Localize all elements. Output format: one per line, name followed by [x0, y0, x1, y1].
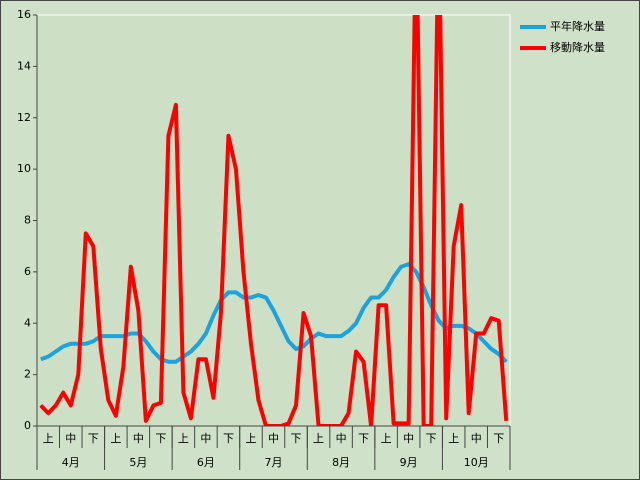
x-tick-label: 上: [448, 432, 459, 445]
x-group-label: 5月: [129, 456, 147, 469]
y-tick-label: 8: [24, 214, 31, 227]
legend-label: 移動降水量: [550, 40, 605, 54]
y-tick-label: 16: [17, 8, 31, 21]
y-tick-label: 0: [24, 419, 31, 432]
x-tick-label: 下: [426, 432, 437, 445]
x-tick-label: 下: [223, 432, 234, 445]
x-tick-label: 中: [268, 432, 279, 445]
x-tick-label: 上: [178, 432, 189, 445]
series-layer: [39, 15, 509, 426]
x-tick-label: 中: [200, 432, 211, 445]
x-tick-label: 下: [358, 432, 369, 445]
x-tick-label: 中: [403, 432, 414, 445]
x-tick-label: 中: [336, 432, 347, 445]
plot-area: [36, 14, 511, 427]
x-tick-label: 下: [493, 432, 504, 445]
x-group-label: 10月: [464, 456, 489, 469]
x-group-label: 4月: [62, 456, 80, 469]
x-tick-label: 上: [381, 432, 392, 445]
y-tick-label: 12: [17, 111, 31, 124]
x-tick-label: 中: [65, 432, 76, 445]
series-line: [40, 262, 508, 364]
x-tick-label: 中: [471, 432, 482, 445]
y-tick-label: 14: [17, 59, 31, 72]
y-tick-label: 6: [24, 265, 31, 278]
x-group-label: 9月: [400, 456, 418, 469]
x-tick-label: 中: [133, 432, 144, 445]
x-tick-label: 上: [43, 432, 54, 445]
x-tick-label: 上: [110, 432, 121, 445]
x-tick-label: 下: [88, 432, 99, 445]
y-tick-label: 10: [17, 162, 31, 175]
x-tick-label: 下: [291, 432, 302, 445]
x-group-label: 6月: [197, 456, 215, 469]
x-group-label: 7月: [265, 456, 283, 469]
legend-label: 平年降水量: [550, 19, 605, 33]
series-line: [39, 15, 509, 426]
x-tick-label: 上: [245, 432, 256, 445]
y-tick-label: 2: [24, 368, 31, 381]
x-tick-label: 下: [155, 432, 166, 445]
x-tick-label: 上: [313, 432, 324, 445]
y-tick-label: 4: [24, 316, 31, 329]
x-group-label: 8月: [332, 456, 350, 469]
